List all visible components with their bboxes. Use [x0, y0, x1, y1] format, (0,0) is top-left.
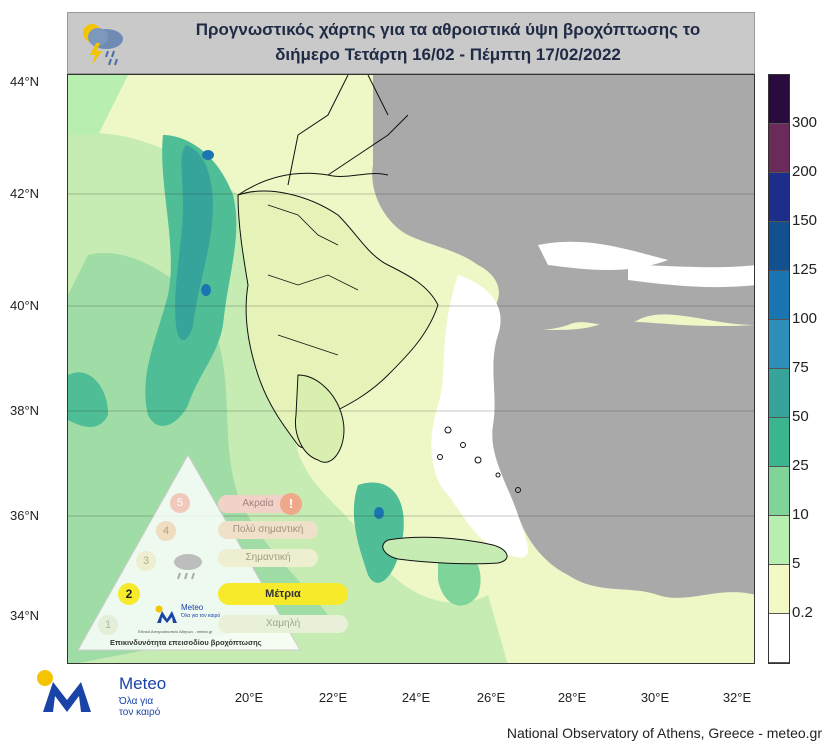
legend-label: 25	[792, 457, 809, 474]
legend-label: 75	[792, 359, 809, 376]
meteo-logo-icon	[37, 670, 91, 712]
legend-color-segment	[769, 516, 789, 565]
risk-level-1-label: Χαμηλή	[218, 615, 348, 633]
legend-label: 125	[792, 261, 818, 278]
map-title: Προγνωστικός χάρτης για τα αθροιστικά ύψ…	[148, 17, 748, 67]
legend-color-segment	[769, 418, 789, 467]
lon-label-24: 24°E	[401, 690, 431, 705]
title-bar: Προγνωστικός χάρτης για τα αθροιστικά ύψ…	[67, 12, 755, 74]
meteo-logo: Meteo Όλα για τον καιρό	[35, 668, 185, 718]
lon-label-22: 22°E	[318, 690, 348, 705]
legend-color-segment	[769, 222, 789, 271]
warning-icon: !	[280, 493, 302, 515]
rain-cloud-icon	[168, 551, 208, 583]
lat-label-34: 34°N	[10, 608, 40, 623]
risk-level-3-badge: 3	[136, 551, 156, 571]
meteo-logo-name: Meteo	[119, 674, 167, 693]
legend-color-segment	[769, 320, 789, 369]
footer-credit: National Observatory of Athens, Greece -…	[506, 725, 822, 741]
risk-level-1-badge: 1	[98, 615, 118, 635]
legend-color-segment	[769, 565, 789, 614]
lon-label-28: 28°E	[557, 690, 587, 705]
legend-color-segment	[769, 614, 789, 663]
legend-label: 200	[792, 163, 818, 180]
risk-level-2-label: Μέτρια	[218, 583, 348, 605]
legend-color-segment	[769, 369, 789, 418]
legend-color-segment	[769, 173, 789, 222]
lat-label-38: 38°N	[10, 403, 40, 418]
risk-panel: Ακραία Πολύ σημαντική Σημαντική Μέτρια Χ…	[68, 455, 398, 663]
risk-level-4-badge: 4	[156, 521, 176, 541]
lon-label-20: 20°E	[234, 690, 264, 705]
legend-color-segment	[769, 467, 789, 516]
lat-label-42: 42°N	[10, 186, 40, 201]
legend-label: 300	[792, 114, 818, 131]
lon-label-30: 30°E	[640, 690, 670, 705]
title-line-2: διήμερο Τετάρτη 16/02 - Πέμπτη 17/02/202…	[275, 45, 621, 64]
panel-logo-name: Meteo	[181, 603, 204, 612]
meteo-logo-tagline-1: Όλα για	[119, 696, 154, 707]
meteo-logo-tagline-2: τον καιρό	[119, 707, 161, 718]
lat-label-36: 36°N	[10, 508, 40, 523]
legend-color-segment	[769, 271, 789, 320]
lon-label-26: 26°E	[476, 690, 506, 705]
panel-caption: Επικινδυνότητα επεισοδίου βροχόπτωσης	[110, 638, 262, 647]
legend-label: 150	[792, 212, 818, 229]
risk-level-2-badge: 2	[118, 583, 140, 605]
risk-level-5-badge: 5	[170, 493, 190, 513]
panel-logo-sub: Όλα για τον καιρό	[181, 613, 221, 619]
precipitation-map: Ακραία Πολύ σημαντική Σημαντική Μέτρια Χ…	[67, 74, 755, 664]
lat-label-44: 44°N	[10, 74, 40, 89]
risk-level-5-label: Ακραία	[218, 495, 298, 513]
legend-label: 100	[792, 310, 818, 327]
lat-label-40: 40°N	[10, 298, 40, 313]
legend-color-segment	[769, 75, 789, 124]
title-line-1: Προγνωστικός χάρτης για τα αθροιστικά ύψ…	[195, 20, 701, 39]
risk-level-3-label: Σημαντική	[218, 549, 318, 567]
weather-icon	[76, 19, 128, 69]
legend-label: 10	[792, 506, 809, 523]
legend-label: 50	[792, 408, 809, 425]
legend-label: 0.2	[792, 604, 813, 621]
legend-colorbar	[768, 74, 790, 664]
panel-small-text: Εθνικό Αστεροσκοπείο Αθηνών - meteo.gr	[138, 629, 213, 634]
legend-color-segment	[769, 124, 789, 173]
legend-label: 5	[792, 555, 801, 572]
risk-level-4-label: Πολύ σημαντική	[218, 521, 318, 539]
lon-label-32: 32°E	[722, 690, 752, 705]
panel-logo: Meteo Όλα για τον καιρό	[154, 603, 224, 625]
